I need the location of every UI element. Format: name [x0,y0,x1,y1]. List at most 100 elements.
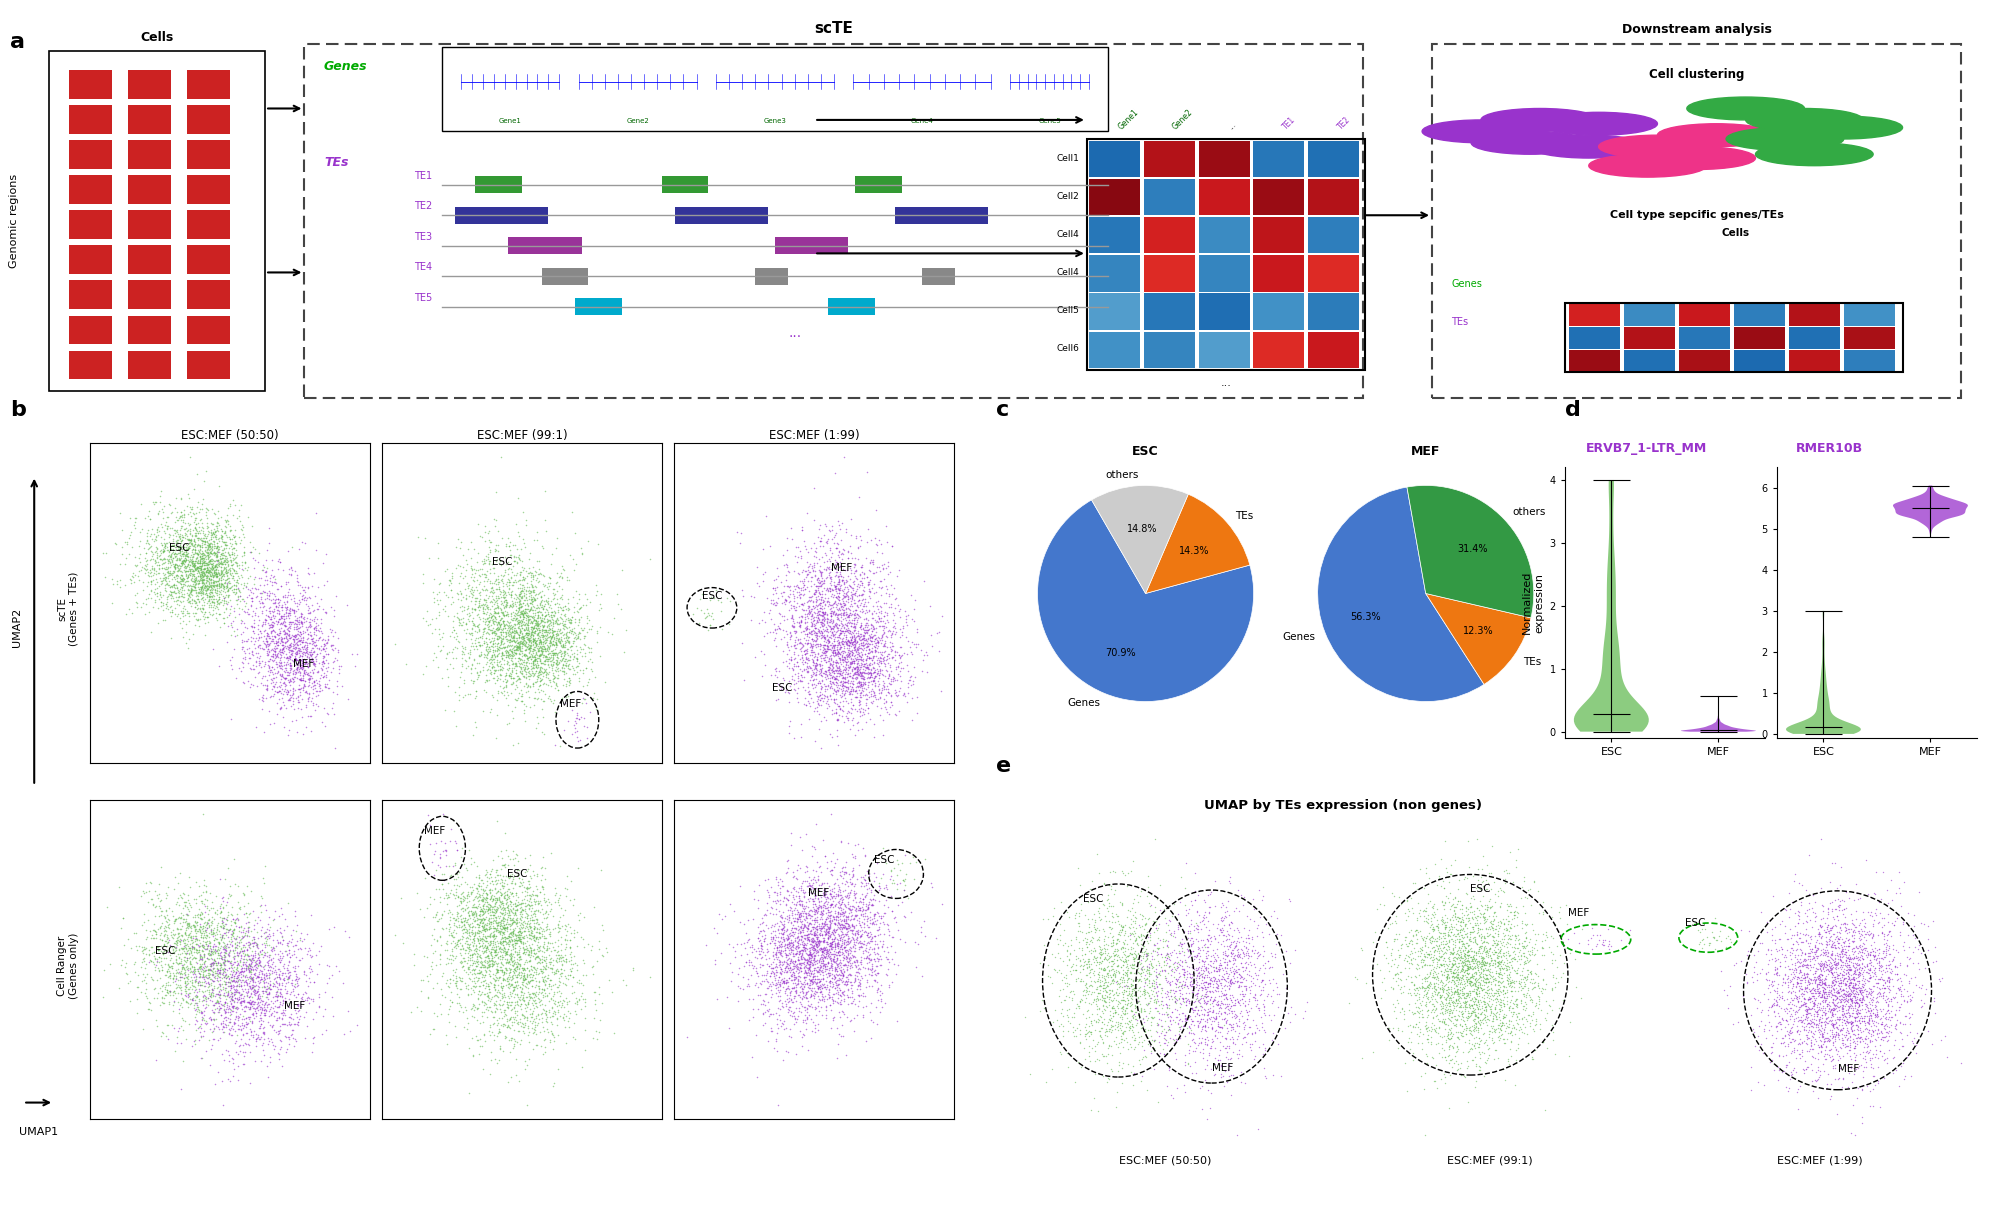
Point [546,600,578,620]
Point [1461,1020,1493,1039]
Point [770,645,802,664]
Point [468,921,500,941]
Point [258,593,290,613]
Point [468,951,500,970]
Point [236,972,268,991]
Point [802,613,834,632]
Point [830,605,862,625]
Point [826,966,858,985]
Point [212,560,244,579]
Point [782,905,814,925]
Point [1869,1014,1901,1033]
Point [158,542,190,562]
Point [1823,938,1855,958]
Point [1187,979,1219,999]
Point [432,642,464,662]
Point [1113,968,1145,988]
Point [516,590,548,610]
Point [178,530,210,550]
Point [524,995,556,1015]
Point [494,578,526,598]
Point [1101,985,1133,1005]
Point [1187,951,1219,970]
Point [1457,966,1489,985]
Point [170,948,202,968]
Point [208,560,240,579]
Point [114,970,146,990]
Point [1097,970,1129,990]
Point [278,635,310,654]
Point [748,931,780,951]
Point [1153,943,1185,963]
Point [1081,956,1113,975]
Point [530,520,562,540]
Point [526,921,558,941]
Point [494,587,526,606]
Point [1799,1002,1831,1022]
Point [190,957,222,977]
Point [174,497,206,517]
Point [746,994,778,1014]
Point [770,996,802,1016]
Point [1175,929,1207,948]
Point [444,905,476,925]
Point [254,945,286,964]
Point [516,654,548,674]
Point [456,953,488,973]
Point [1493,998,1525,1017]
Point [778,862,810,882]
Point [206,963,238,983]
Point [270,613,302,632]
Point [220,926,252,946]
Point [786,984,818,1004]
Point [1851,957,1883,977]
Point [874,866,906,886]
Point [792,952,824,972]
Point [1445,929,1477,948]
Point [1783,1044,1815,1064]
Point [1127,959,1159,979]
Point [140,587,172,606]
Point [842,649,874,669]
Point [804,990,836,1010]
Point [196,554,228,573]
Point [456,1006,488,1026]
Point [792,930,824,950]
Point [536,998,568,1017]
Point [104,503,136,523]
Point [1511,936,1543,956]
Point [464,952,496,972]
Point [512,676,544,696]
Point [1799,942,1831,962]
Point [208,562,240,582]
Point [262,979,294,999]
Point [556,648,588,668]
Point [802,892,834,911]
Point [1443,967,1475,986]
Point [168,513,200,533]
Point [1453,929,1485,948]
Point [266,668,298,688]
Point [1811,982,1843,1001]
Point [492,972,524,991]
Point [1491,988,1523,1007]
Point [764,911,796,931]
Point [1791,1016,1823,1036]
Point [760,883,792,903]
Point [846,573,878,593]
Point [1207,925,1239,945]
Point [212,587,244,606]
Point [192,964,224,984]
Point [1405,1020,1437,1039]
Point [1781,967,1813,986]
Point [172,994,204,1014]
Point [1095,1037,1127,1057]
Point [1825,968,1857,988]
Point [758,571,790,590]
Point [514,920,546,940]
Point [164,1079,196,1098]
Point [182,961,214,980]
Point [302,621,334,641]
Bar [1087,139,1365,370]
Point [826,615,858,635]
